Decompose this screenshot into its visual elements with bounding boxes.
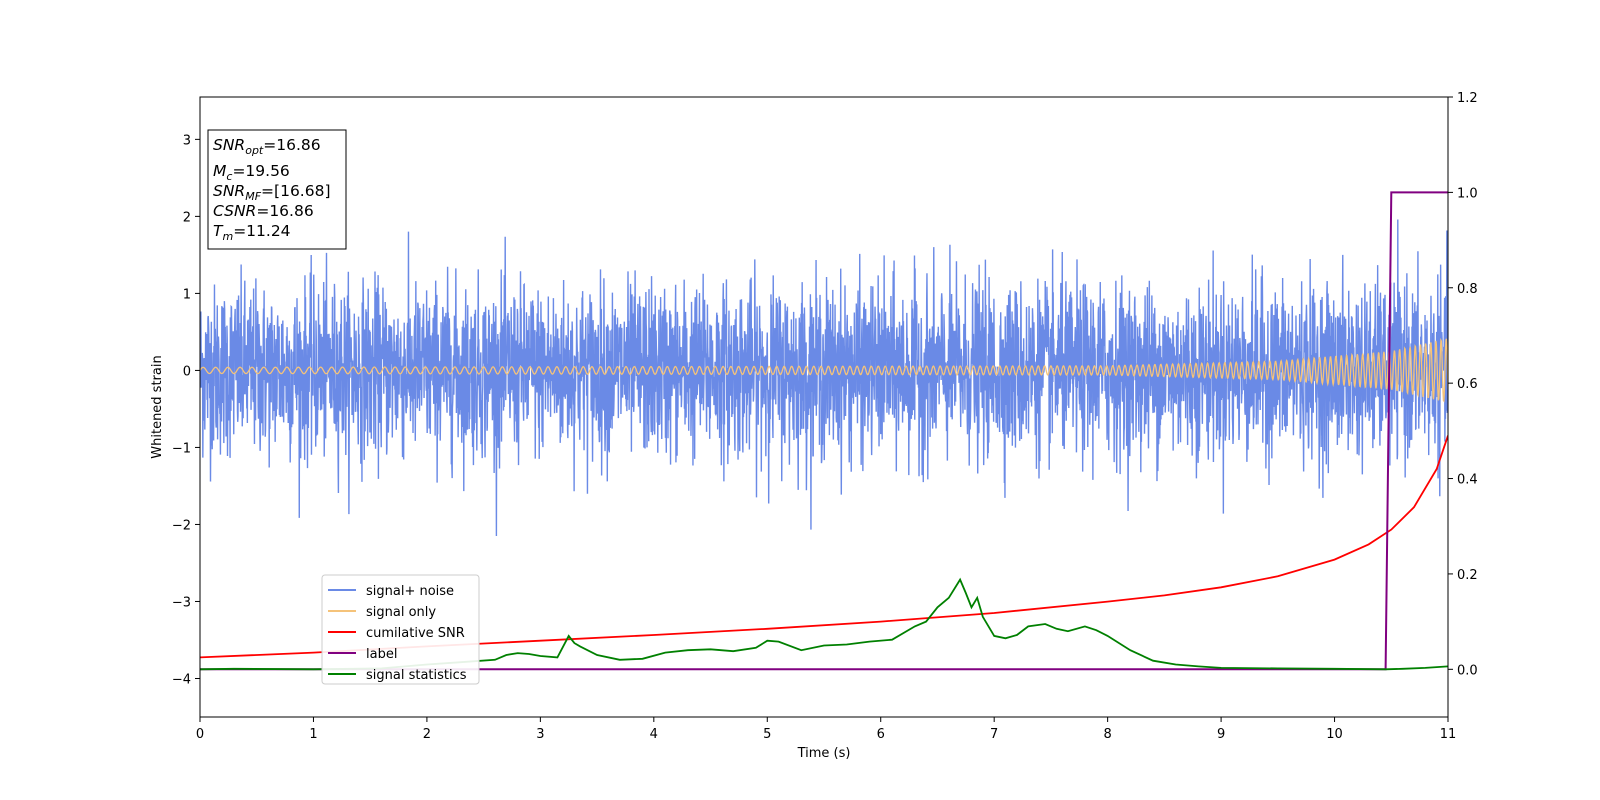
y-tick-label-left: 1 [183,287,191,302]
plot-frame [199,96,1449,718]
y-tick-label-right: 1.2 [1457,91,1478,106]
x-tick-label: 9 [1217,727,1225,742]
x-tick-label: 11 [1440,727,1457,742]
info-line: SNRMF=[16.68] [213,182,331,203]
y-tick-label-left: −2 [172,518,191,533]
y-tick-label-right: 0.8 [1457,282,1478,297]
x-tick-label: 8 [1103,727,1111,742]
x-tick-label: 10 [1326,727,1343,742]
x-tick-label: 5 [763,727,771,742]
y-tick-label-right: 1.0 [1457,186,1478,201]
x-tick-label: 1 [309,727,317,742]
y-axis-right: 1.2 1.0 0.8 0.6 0.4 0.2 0.0 [1448,91,1478,678]
y-tick-label-right: 0.4 [1457,473,1478,488]
legend-label: label [366,647,397,662]
y-tick-label-left: −1 [172,441,191,456]
y-axis-left: 3 2 1 0 −1 −2 −3 −4 [172,133,200,687]
y-tick-label-right: 0.2 [1457,568,1478,583]
series-signal-only [200,337,1448,403]
y-tick-label-right: 0.0 [1457,663,1478,678]
y-tick-label-left: −3 [172,595,191,610]
series-cumulative-snr [200,435,1448,659]
y-tick-label-right: 0.6 [1457,377,1478,392]
info-line: CSNR=16.86 [213,202,314,220]
legend-label: signal statistics [366,668,467,683]
legend-label: cumilative SNR [366,626,465,641]
info-line: Tm=11.24 [213,222,291,243]
y-tick-label-left: 3 [183,133,191,148]
info-line: SNRopt=16.86 [213,136,321,157]
x-tick-label: 6 [877,727,885,742]
info-line: Mc=19.56 [213,162,290,183]
x-tick-label: 0 [196,727,204,742]
x-tick-label: 2 [423,727,431,742]
legend: signal+ noise signal only cumilative SNR la… [321,574,480,685]
y-tick-label-left: 0 [183,364,191,379]
x-tick-label: 3 [536,727,544,742]
x-tick-label: 4 [650,727,658,742]
y-tick-label-left: 2 [183,210,191,225]
x-tick-label: 7 [990,727,998,742]
y-tick-label-left: −4 [172,672,191,687]
x-axis: 0 1 2 3 4 5 6 7 8 9 10 11 [196,717,1456,742]
legend-label: signal only [366,605,436,620]
series-label [200,191,1448,671]
y-axis-label: Whitened strain [150,355,165,458]
info-box: SNRopt=16.86 Mc=19.56SNRMF=[16.68]CSNR=16… [207,129,347,250]
x-axis-label: Time (s) [797,746,851,761]
series-signal-statistics [200,577,1448,671]
legend-label: signal+ noise [366,584,454,599]
